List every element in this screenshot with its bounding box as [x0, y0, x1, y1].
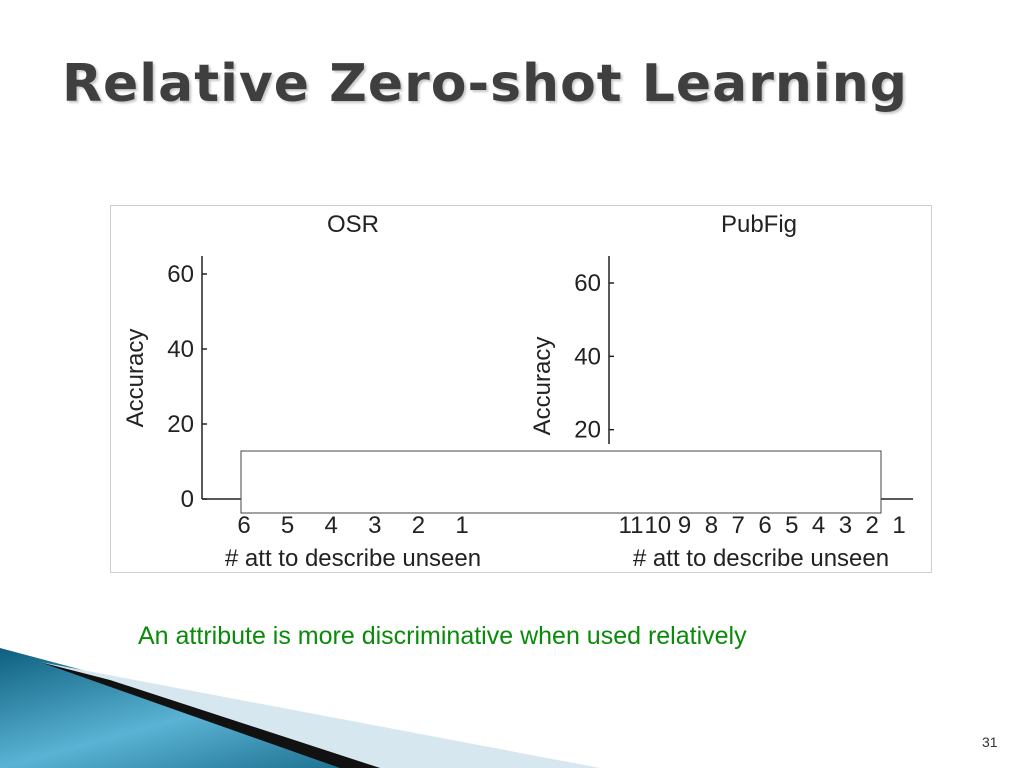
- x-axis-label-pubfig: # att to describe unseen: [633, 545, 889, 572]
- x-tick-label-pubfig: 7: [732, 512, 745, 539]
- x-tick-label-osr: 2: [412, 512, 425, 539]
- chart-title-osr: OSR: [327, 211, 379, 238]
- x-tick-label-pubfig: 8: [705, 512, 718, 539]
- accuracy-charts: OSR Accuracy # att to describe unseen 0 2…: [122, 211, 913, 572]
- y-tick-label-osr: 20: [167, 411, 194, 438]
- x-tick-label-pubfig: 2: [866, 512, 879, 539]
- y-tick-label-osr: 0: [181, 486, 194, 513]
- corner-decoration: [0, 648, 600, 768]
- x-tick-label-osr: 5: [281, 512, 294, 539]
- y-axis-label-osr: Accuracy: [122, 329, 149, 428]
- x-tick-label-pubfig: 10: [644, 512, 671, 539]
- y-tick-label-osr: 60: [167, 261, 194, 288]
- x-tick-label-pubfig: 5: [785, 512, 798, 539]
- y-tick-label-osr: 40: [167, 336, 194, 363]
- page-number: 31: [982, 734, 998, 750]
- y-tick-label-pubfig: 20: [574, 417, 601, 444]
- y-tick-label-pubfig: 60: [574, 270, 601, 297]
- chart-title-pubfig: PubFig: [721, 211, 797, 238]
- y-tick-label-pubfig: 40: [574, 343, 601, 370]
- x-tick-label-osr: 4: [325, 512, 338, 539]
- x-axis-label-osr: # att to describe unseen: [225, 545, 481, 572]
- x-tick-label-pubfig: 11: [619, 512, 644, 539]
- x-tick-label-pubfig: 1: [892, 512, 905, 539]
- x-tick-label-osr: 3: [368, 512, 381, 539]
- x-tick-label-pubfig: 6: [758, 512, 771, 539]
- x-tick-label-pubfig: 4: [812, 512, 825, 539]
- x-tick-label-osr: 6: [237, 512, 250, 539]
- x-tick-label-osr: 1: [455, 512, 468, 539]
- x-tick-label-pubfig: 3: [839, 512, 852, 539]
- slide-caption: An attribute is more discriminative when…: [138, 622, 747, 650]
- y-axis-label-pubfig: Accuracy: [529, 337, 556, 436]
- mask-box: [240, 450, 882, 514]
- slide-title: Relative Zero-shot Learning: [62, 54, 908, 114]
- results-figure: OSR Accuracy # att to describe unseen 0 2…: [110, 205, 932, 573]
- x-tick-label-pubfig: 9: [678, 512, 691, 539]
